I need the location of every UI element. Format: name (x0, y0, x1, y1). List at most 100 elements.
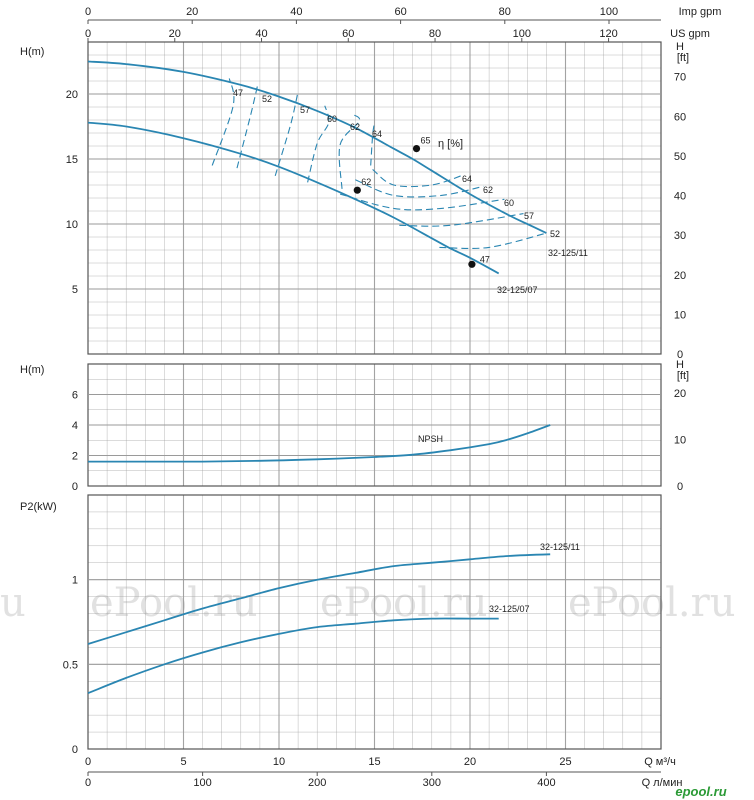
efficiency-label: 52 (550, 229, 560, 239)
efficiency-label: 57 (300, 105, 310, 115)
us-gpm-unit: US gpm (670, 28, 710, 40)
npsh-curve-label: NPSH (418, 434, 443, 444)
m3h-unit: Q м³/ч (644, 756, 676, 768)
head-y-right-tick: 20 (674, 270, 686, 282)
efficiency-label: 60 (327, 114, 337, 124)
power-curve-32-125/07 (87, 617, 499, 694)
efficiency-iso-line (338, 114, 361, 189)
head-y-right-tick: 60 (674, 111, 686, 123)
imp-gpm-unit: Imp gpm (679, 6, 722, 18)
power-y-tick: 0.5 (63, 659, 78, 671)
head-y-right-tick: 70 (674, 72, 686, 84)
head-y-tick: 10 (66, 219, 78, 231)
watermark-text: ePool.ru (568, 580, 736, 626)
efficiency-iso-line (439, 232, 547, 250)
m3h-tick-label: 10 (273, 756, 285, 768)
head-y-right-h: H (676, 41, 684, 53)
efficiency-iso-line (307, 105, 330, 183)
efficiency-iso-line (372, 168, 465, 188)
bep-point (353, 186, 361, 194)
us-gpm-tick-label: 40 (255, 28, 267, 40)
imp-gpm-tick-label: 60 (394, 6, 406, 18)
npsh-y-label: H(m) (20, 364, 44, 376)
efficiency-label: 60 (504, 198, 514, 208)
imp-gpm-tick-label: 100 (600, 6, 618, 18)
efficiency-label: 64 (462, 174, 472, 184)
npsh-y-right-tick: 20 (674, 388, 686, 400)
imp-gpm-tick-label: 0 (85, 6, 91, 18)
efficiency-label: 62 (483, 185, 493, 195)
m3h-tick-label: 15 (368, 756, 380, 768)
us-gpm-tick-label: 100 (513, 28, 531, 40)
efficiency-iso-line (274, 91, 299, 177)
efficiency-iso-line (399, 213, 524, 227)
head-curve-32-125/07 (87, 121, 500, 275)
us-gpm-tick-label: 20 (169, 28, 181, 40)
head-curve-32-125/11 (87, 60, 547, 234)
efficiency-iso-line (211, 78, 235, 166)
head-y-right-tick: 10 (674, 309, 686, 321)
power-y-tick: 0 (72, 744, 78, 756)
panel-frame-power (87, 494, 662, 750)
head-y-right-unit: [ft] (677, 52, 689, 64)
lmin-tick-label: 200 (308, 777, 326, 789)
npsh-y-tick: 4 (72, 420, 78, 432)
lmin-tick-label: 400 (537, 777, 555, 789)
head-y-tick: 20 (66, 89, 78, 101)
npsh-y-tick: 0 (72, 481, 78, 493)
epool-logo: epool.ru (675, 784, 726, 799)
m3h-tick-label: 20 (464, 756, 476, 768)
head-y-right-tick: 0 (677, 349, 683, 361)
efficiency-label: 64 (372, 129, 382, 139)
imp-gpm-tick-label: 80 (499, 6, 511, 18)
efficiency-iso-line (339, 193, 505, 211)
efficiency-label: 62 (350, 122, 360, 132)
head-curve-label: 32-125/07 (497, 285, 538, 295)
lmin-tick-label: 100 (193, 777, 211, 789)
us-gpm-tick-label: 120 (599, 28, 617, 40)
power-y-tick: 1 (72, 575, 78, 587)
head-y-tick: 15 (66, 154, 78, 166)
npsh-y-tick: 2 (72, 451, 78, 463)
npsh-y-right-tick: 0 (677, 481, 683, 493)
bep-point-label: 47 (480, 254, 490, 264)
npsh-y-tick: 6 (72, 390, 78, 402)
bep-point (468, 260, 476, 268)
head-y-right-tick: 30 (674, 230, 686, 242)
lmin-unit: Q л/мин (642, 777, 683, 789)
efficiency-label: 47 (233, 88, 243, 98)
bep-point-label: 62 (361, 177, 371, 187)
efficiency-label: 52 (262, 94, 272, 104)
us-gpm-tick-label: 60 (342, 28, 354, 40)
head-curve-label: 32-125/11 (548, 248, 588, 258)
head-y-label: H(m) (20, 46, 44, 58)
power-curve-32-125/11 (87, 553, 551, 645)
m3h-tick-label: 5 (180, 756, 186, 768)
grid-head (87, 41, 662, 355)
lmin-tick-label: 300 (423, 777, 441, 789)
imp-gpm-tick-label: 40 (290, 6, 302, 18)
power-curve-label: 32-125/07 (489, 604, 530, 614)
head-y-right-tick: 50 (674, 151, 686, 163)
power-y-label: P2(kW) (20, 501, 57, 513)
imp-gpm-tick-label: 20 (186, 6, 198, 18)
head-y-tick: 5 (72, 284, 78, 296)
m3h-tick-label: 0 (85, 756, 91, 768)
efficiency-unit-label: η [%] (438, 138, 463, 150)
watermark-text: u (0, 580, 26, 626)
m3h-tick-label: 25 (559, 756, 571, 768)
bep-point-label: 65 (421, 136, 431, 146)
watermark-text: ePool.ru (90, 580, 258, 626)
us-gpm-tick-label: 80 (429, 28, 441, 40)
efficiency-label: 57 (524, 211, 534, 221)
power-curve-label: 32-125/11 (540, 542, 580, 552)
us-gpm-tick-label: 0 (85, 28, 91, 40)
npsh-y-right-unit: [ft] (677, 370, 689, 382)
npsh-y-right-h: H (676, 359, 684, 371)
npsh-curve (88, 424, 551, 463)
npsh-y-right-tick: 10 (674, 435, 686, 447)
head-y-right-tick: 40 (674, 191, 686, 203)
lmin-tick-label: 0 (85, 777, 91, 789)
bep-point (412, 145, 421, 153)
